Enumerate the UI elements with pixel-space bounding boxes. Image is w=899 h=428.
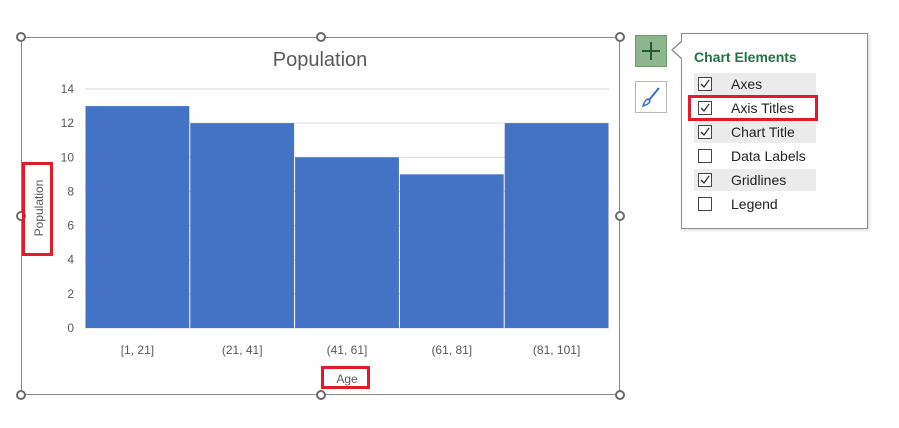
x-tick-label: [1, 21] [121, 343, 154, 357]
option-axes[interactable]: Axes [694, 73, 816, 95]
chart-styles-button[interactable] [635, 81, 667, 113]
y-tick-label: 6 [67, 219, 74, 233]
chart-canvas: Population 0 2 4 6 8 10 12 14 [1, 21] (21, 41] (4… [32, 49, 609, 386]
y-axis-ticks: 0 2 4 6 8 10 12 14 [61, 82, 75, 335]
resize-handle-left[interactable] [16, 211, 26, 221]
y-tick-label: 14 [61, 82, 75, 96]
checkbox[interactable] [698, 125, 712, 139]
option-label: Axes [731, 76, 763, 92]
y-tick-label: 2 [67, 287, 74, 301]
checkmark-icon [700, 127, 710, 137]
option-label: Gridlines [731, 172, 787, 188]
x-tick-label: (81, 101] [533, 343, 580, 357]
y-tick-label: 10 [61, 150, 75, 164]
checkbox[interactable] [698, 149, 712, 163]
y-tick-label: 8 [67, 184, 74, 198]
checkbox[interactable] [698, 77, 712, 91]
y-tick-label: 0 [67, 321, 74, 335]
x-tick-label: (21, 41] [222, 343, 263, 357]
paintbrush-icon [641, 87, 660, 108]
bar-3[interactable] [399, 174, 504, 328]
bars [85, 106, 609, 329]
bar-1[interactable] [190, 123, 295, 329]
option-chart-title[interactable]: Chart Title [694, 121, 816, 143]
y-axis-title[interactable]: Population [32, 180, 46, 237]
checkmark-icon [700, 79, 710, 89]
checkmark-icon [700, 175, 710, 185]
chart-elements-button[interactable] [635, 35, 667, 67]
checkbox[interactable] [698, 197, 712, 211]
chart-area[interactable]: Population 0 2 4 6 8 10 12 14 [1, 21] (21, 41] (4… [21, 37, 620, 395]
option-data-labels[interactable]: Data Labels [694, 145, 816, 167]
x-tick-label: (41, 61] [327, 343, 368, 357]
bar-2[interactable] [295, 157, 399, 328]
resize-handle-top[interactable] [316, 32, 326, 42]
resize-handle-right[interactable] [615, 211, 625, 221]
bar-4[interactable] [504, 123, 609, 329]
resize-handle-bottom-right[interactable] [615, 390, 625, 400]
option-legend[interactable]: Legend [694, 193, 816, 215]
resize-handle-bottom-left[interactable] [16, 390, 26, 400]
x-tick-label: (61, 81] [431, 343, 472, 357]
plus-icon [642, 42, 660, 60]
checkmark-icon [700, 103, 710, 113]
option-label: Axis Titles [731, 100, 795, 116]
panel-pointer-inner [673, 41, 683, 59]
x-axis-ticks: [1, 21] (21, 41] (41, 61] (61, 81] (81, 101] [121, 343, 581, 357]
option-label: Chart Title [731, 124, 795, 140]
resize-handle-top-right[interactable] [615, 32, 625, 42]
y-tick-label: 4 [67, 253, 74, 267]
option-label: Data Labels [731, 148, 806, 164]
checkbox[interactable] [698, 173, 712, 187]
resize-handle-top-left[interactable] [16, 32, 26, 42]
x-axis-title[interactable]: Age [336, 372, 358, 386]
option-axis-titles[interactable]: Axis Titles [694, 97, 816, 119]
option-label: Legend [731, 196, 778, 212]
option-gridlines[interactable]: Gridlines [694, 169, 816, 191]
bar-0[interactable] [85, 106, 190, 328]
panel-title: Chart Elements [694, 49, 797, 65]
resize-handle-bottom[interactable] [316, 390, 326, 400]
checkbox[interactable] [698, 101, 712, 115]
y-tick-label: 12 [61, 116, 75, 130]
chart-elements-panel: Chart Elements Axes Axis Titles Chart Titl… [681, 33, 868, 229]
chart-title[interactable]: Population [273, 49, 368, 71]
